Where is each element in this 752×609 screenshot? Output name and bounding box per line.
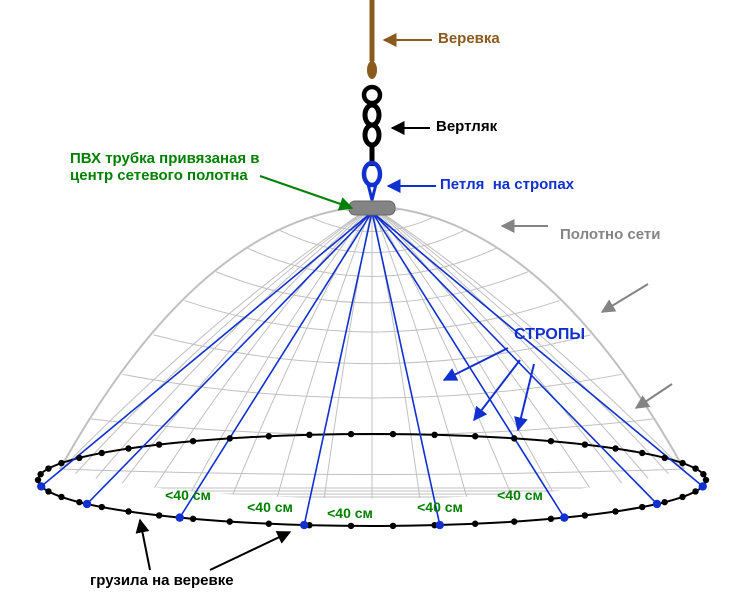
net-mesh bbox=[43, 206, 701, 526]
leader-arrow bbox=[210, 532, 290, 570]
weight-dot bbox=[227, 435, 233, 441]
sling-line bbox=[180, 212, 372, 518]
weight-dot bbox=[639, 450, 645, 456]
weight-dot bbox=[661, 499, 667, 505]
sling-endpoint bbox=[653, 500, 661, 508]
weight-dot bbox=[125, 445, 131, 451]
leader-arrow bbox=[518, 364, 534, 430]
leader-arrow bbox=[140, 520, 150, 570]
label-slings: СТРОПЫ bbox=[514, 326, 585, 344]
weight-dot bbox=[156, 512, 162, 518]
label-weights: грузила на веревке bbox=[90, 572, 234, 589]
spacing-label: <40 см bbox=[327, 505, 373, 521]
spacing-label: <40 см bbox=[165, 487, 211, 503]
swivel-link bbox=[365, 125, 379, 145]
leader-arrow bbox=[444, 348, 508, 380]
weight-dot bbox=[190, 438, 196, 444]
sling-loop bbox=[364, 163, 380, 185]
sling-endpoint bbox=[699, 482, 707, 490]
weight-dot bbox=[639, 504, 645, 510]
weight-dot bbox=[37, 471, 43, 477]
sling-endpoint bbox=[560, 513, 568, 521]
label-loop: Петля на стропах bbox=[440, 176, 574, 193]
sling-endpoint bbox=[37, 482, 45, 490]
sling-endpoint bbox=[300, 521, 308, 529]
weight-dot bbox=[700, 471, 706, 477]
weight-dot bbox=[266, 521, 272, 527]
weight-dot bbox=[679, 460, 685, 466]
sling-line bbox=[372, 212, 703, 486]
weight-dot bbox=[99, 504, 105, 510]
label-swivel: Вертляк bbox=[436, 118, 497, 135]
spacing-label: <40 см bbox=[497, 487, 543, 503]
weight-dot bbox=[45, 465, 51, 471]
label-pvc: ПВХ трубка привязаная в центр сетевого п… bbox=[70, 150, 260, 185]
weight-dot bbox=[58, 460, 64, 466]
sling-endpoint bbox=[436, 521, 444, 529]
weight-dot bbox=[390, 431, 396, 437]
label-netcloth: Полотно сети bbox=[560, 226, 660, 243]
weight-dot bbox=[548, 516, 554, 522]
label-rope: Веревка bbox=[438, 30, 500, 47]
weight-dot bbox=[703, 477, 709, 483]
weight-dot bbox=[266, 433, 272, 439]
weight-dot bbox=[548, 438, 554, 444]
weight-dot bbox=[76, 455, 82, 461]
weight-dot bbox=[306, 432, 312, 438]
rope-knot bbox=[367, 61, 377, 79]
sling-endpoint bbox=[176, 513, 184, 521]
sling-line bbox=[41, 212, 372, 486]
pvc-tube bbox=[349, 201, 395, 215]
weight-dot bbox=[348, 523, 354, 529]
weight-dot bbox=[190, 516, 196, 522]
cast-net-diagram: <40 см <40 см <40 см <40 см <40 см bbox=[0, 0, 752, 609]
weight-dot bbox=[472, 521, 478, 527]
weight-dot bbox=[125, 508, 131, 514]
weight-dot bbox=[431, 432, 437, 438]
spacing-label: <40 см bbox=[417, 499, 463, 515]
weight-dot bbox=[76, 499, 82, 505]
swivel-ring bbox=[364, 87, 380, 103]
weight-dot bbox=[692, 465, 698, 471]
weight-dot bbox=[35, 477, 41, 483]
weight-dot bbox=[511, 435, 517, 441]
weight-dot bbox=[58, 494, 64, 500]
weight-dot bbox=[390, 523, 396, 529]
sling-endpoint bbox=[83, 500, 91, 508]
weight-dot bbox=[156, 441, 162, 447]
leader-arrow bbox=[260, 176, 352, 208]
leader-arrow bbox=[636, 384, 672, 408]
weight-dot bbox=[612, 445, 618, 451]
weight-dot bbox=[45, 488, 51, 494]
leader-arrow bbox=[602, 284, 648, 312]
weight-dot bbox=[692, 488, 698, 494]
weight-dot bbox=[511, 518, 517, 524]
weight-dot bbox=[582, 512, 588, 518]
weight-dot bbox=[612, 508, 618, 514]
weight-dot bbox=[582, 441, 588, 447]
weight-dot bbox=[99, 450, 105, 456]
weight-dot bbox=[661, 455, 667, 461]
swivel-link bbox=[365, 105, 379, 125]
weight-dot bbox=[227, 518, 233, 524]
weight-dot bbox=[348, 431, 354, 437]
sling-line bbox=[372, 212, 564, 518]
weight-dot bbox=[679, 494, 685, 500]
spacing-label: <40 см bbox=[247, 499, 293, 515]
weight-dot bbox=[472, 433, 478, 439]
